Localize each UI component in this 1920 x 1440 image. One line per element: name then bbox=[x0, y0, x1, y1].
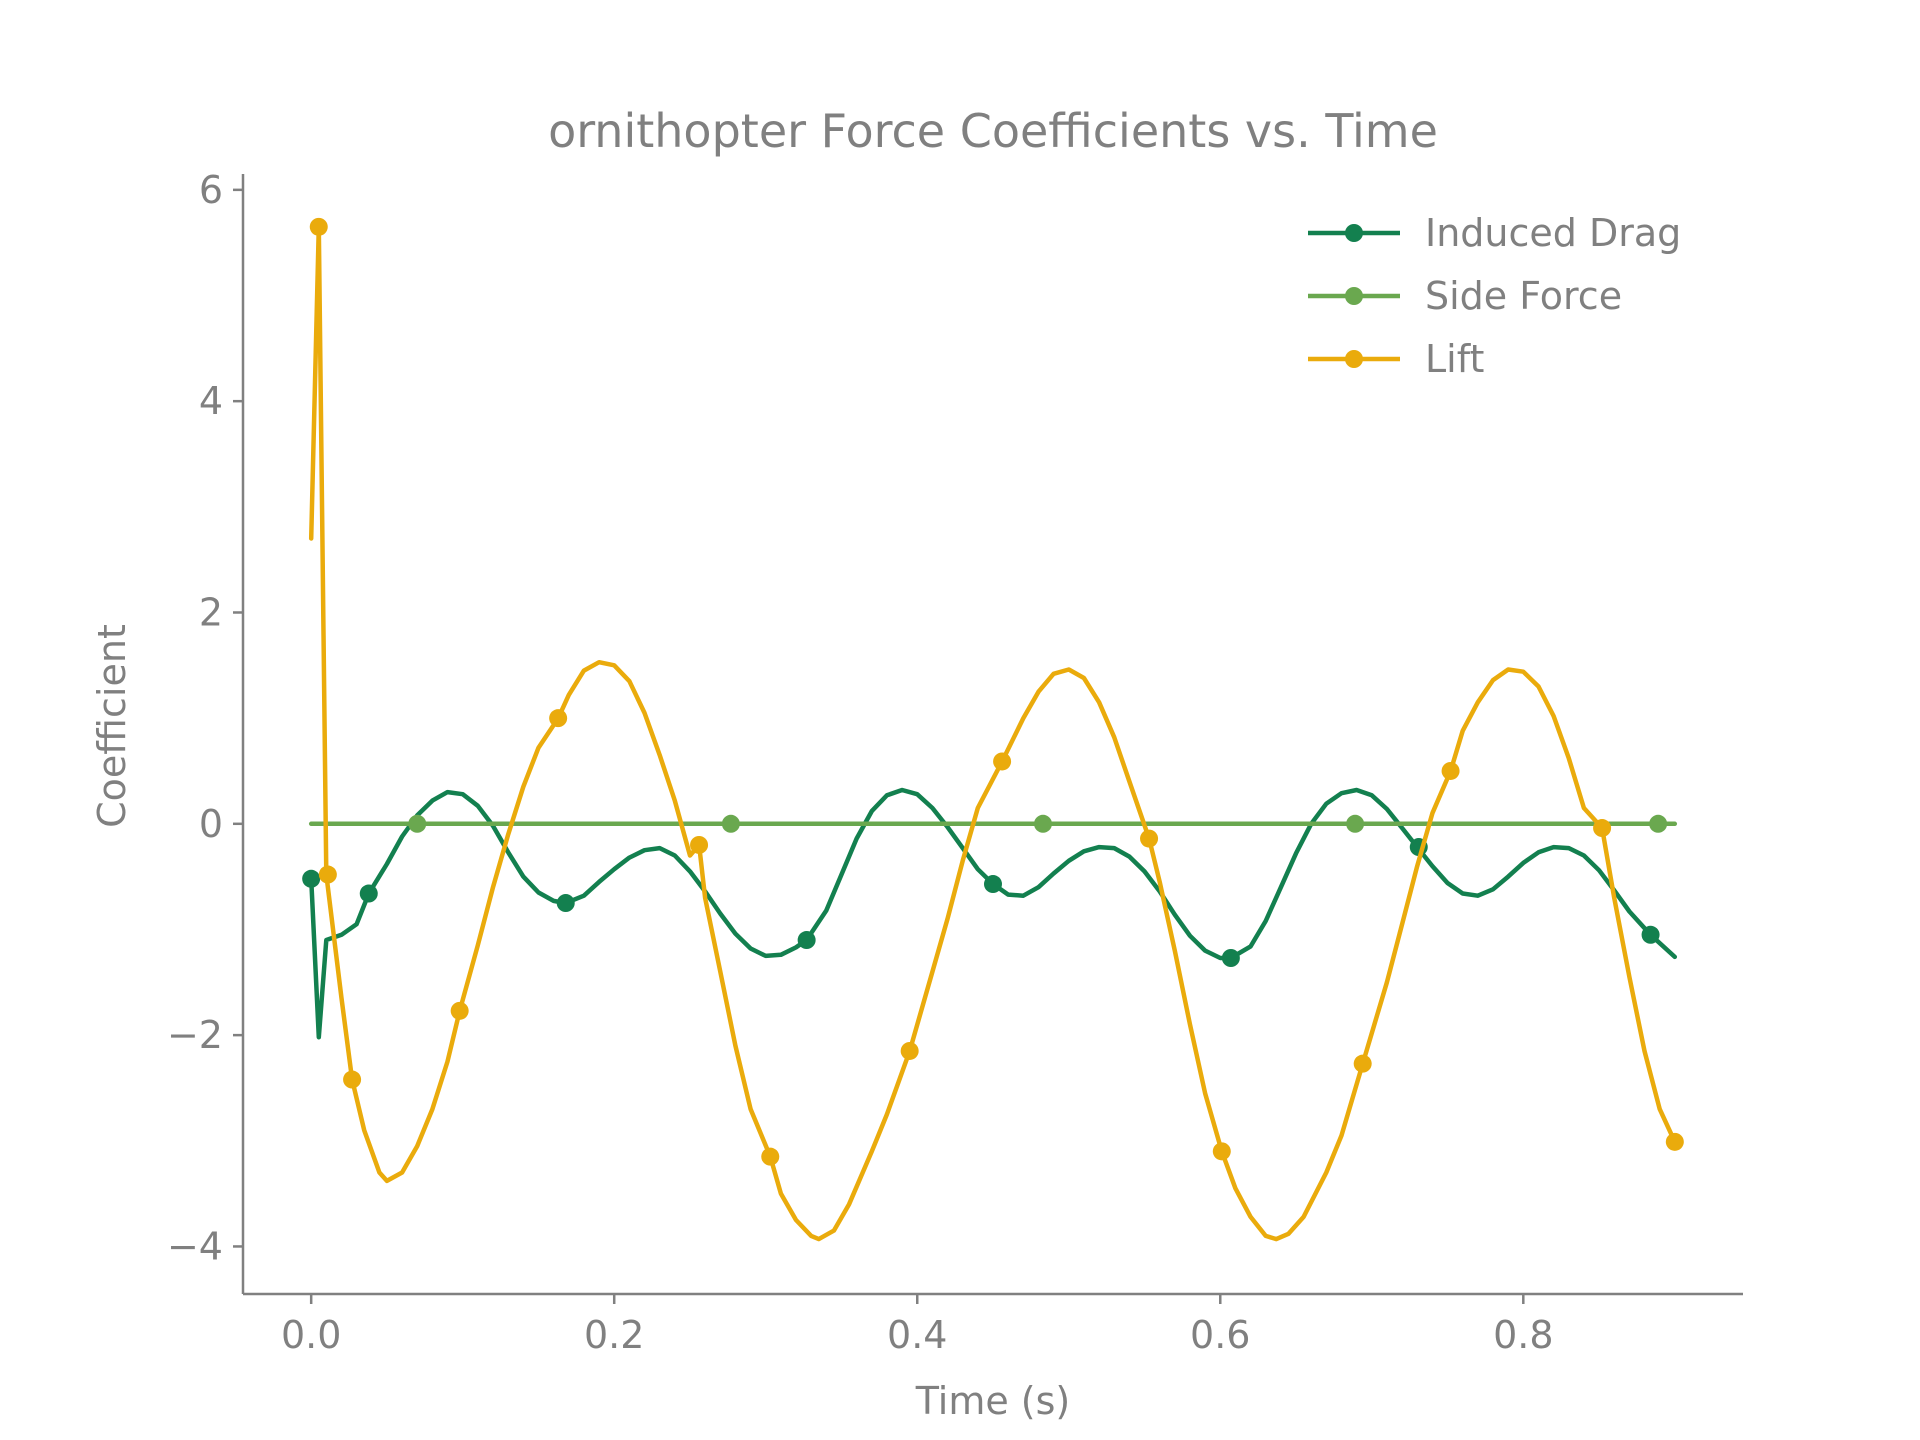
lift-marker bbox=[343, 1070, 362, 1089]
lift-marker bbox=[318, 865, 337, 884]
legend-item-side-force: Side Force bbox=[1308, 274, 1622, 318]
y-axis-label: Coefficient bbox=[90, 624, 134, 828]
y-tick-label: 0 bbox=[199, 802, 223, 846]
induced-drag-marker bbox=[984, 875, 1002, 894]
legend-swatch-marker bbox=[1345, 350, 1363, 368]
series-induced-drag bbox=[302, 787, 1678, 1040]
legend-label: Lift bbox=[1425, 337, 1484, 381]
y-axis-ticks: −4 −2 0 2 4 6 bbox=[167, 168, 243, 1268]
legend-item-induced-drag: Induced Drag bbox=[1308, 211, 1681, 255]
y-tick-label: 4 bbox=[199, 379, 223, 423]
series-lift bbox=[308, 217, 1684, 1242]
legend-swatch-marker bbox=[1345, 224, 1363, 242]
lift-marker bbox=[993, 752, 1012, 771]
x-tick-label: 0.8 bbox=[1493, 1313, 1553, 1357]
lift-marker bbox=[1140, 829, 1159, 848]
y-tick-label: 6 bbox=[199, 168, 223, 212]
x-tick-label: 0.4 bbox=[887, 1313, 947, 1357]
chart-title: ornithopter Force Coefficients vs. Time bbox=[548, 104, 1438, 158]
legend-label: Side Force bbox=[1425, 274, 1622, 318]
legend-swatch-marker bbox=[1345, 287, 1363, 305]
lift-marker bbox=[1353, 1054, 1372, 1073]
lift-marker bbox=[1665, 1132, 1684, 1151]
y-tick-label: −4 bbox=[167, 1224, 223, 1268]
lift-marker bbox=[900, 1041, 919, 1060]
induced-drag-line bbox=[308, 787, 1678, 1040]
induced-drag-marker bbox=[556, 894, 575, 913]
y-tick-label: 2 bbox=[199, 590, 223, 634]
x-tick-label: 0.0 bbox=[281, 1313, 341, 1357]
lift-marker bbox=[309, 217, 328, 236]
lift-marker bbox=[450, 1001, 469, 1020]
x-tick-label: 0.6 bbox=[1190, 1313, 1250, 1357]
lift-marker bbox=[549, 709, 568, 728]
plot-series bbox=[302, 217, 1684, 1242]
legend-label: Induced Drag bbox=[1425, 211, 1681, 255]
legend-item-lift: Lift bbox=[1308, 337, 1484, 381]
lift-marker bbox=[1593, 819, 1612, 838]
induced-drag-marker bbox=[797, 931, 816, 950]
x-axis-label: Time (s) bbox=[915, 1379, 1071, 1423]
series-side-force bbox=[308, 814, 1678, 833]
lift-marker bbox=[690, 835, 709, 854]
lift-marker bbox=[1441, 761, 1460, 780]
side-force-marker bbox=[721, 814, 740, 833]
side-force-marker bbox=[1649, 814, 1668, 833]
legend: Induced Drag Side Force Lift bbox=[1308, 211, 1681, 381]
x-tick-label: 0.2 bbox=[584, 1313, 644, 1357]
lift-marker bbox=[761, 1147, 780, 1166]
side-force-marker bbox=[408, 814, 427, 833]
x-axis-ticks: 0.0 0.2 0.4 0.6 0.8 bbox=[281, 1294, 1554, 1357]
induced-drag-marker bbox=[302, 869, 321, 888]
side-force-marker bbox=[1346, 814, 1365, 833]
induced-drag-marker bbox=[1221, 949, 1240, 967]
y-tick-label: −2 bbox=[167, 1013, 223, 1057]
side-force-marker bbox=[1034, 814, 1052, 833]
lift-marker bbox=[1212, 1142, 1231, 1161]
induced-drag-marker bbox=[359, 884, 378, 903]
induced-drag-marker bbox=[1641, 925, 1660, 944]
